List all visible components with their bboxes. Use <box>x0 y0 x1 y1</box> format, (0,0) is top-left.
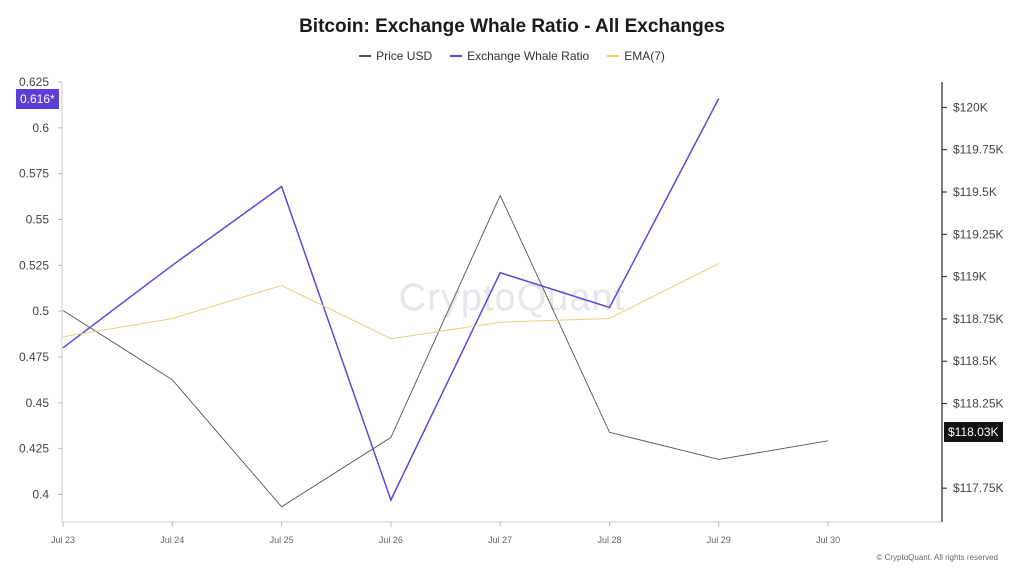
current-price-badge: $118.03K <box>944 422 1003 442</box>
right-tick-label: $119.5K <box>953 185 997 199</box>
right-tick-label: $119.25K <box>953 227 1004 241</box>
price-line <box>62 194 829 508</box>
x-tick-label: Jul 25 <box>270 535 294 545</box>
legend-label-price: Price USD <box>376 49 433 63</box>
x-tick-label: Jul 30 <box>816 535 840 545</box>
left-tick-label: 0.5 <box>32 304 49 318</box>
x-tick-label: Jul 26 <box>379 535 403 545</box>
x-tick-label: Jul 23 <box>51 535 75 545</box>
legend-swatch-price <box>359 55 372 57</box>
right-tick-label: $118.75K <box>953 312 1004 326</box>
right-tick-label: $118.5K <box>953 354 997 368</box>
watermark: CryptoQuant <box>398 277 626 319</box>
left-tick-label: 0.625 <box>19 75 49 89</box>
chart-title: Bitcoin: Exchange Whale Ratio - All Exch… <box>299 16 725 37</box>
legend-label-ema: EMA(7) <box>624 49 665 63</box>
left-tick-label: 0.4 <box>32 488 49 502</box>
right-tick-label: $119K <box>953 270 987 284</box>
legend-swatch-whale-ratio <box>450 55 463 57</box>
current-ratio-badge: 0.616* <box>16 89 59 109</box>
right-tick-label: $117.75K <box>953 481 1004 495</box>
right-tick-label: $119.75K <box>953 143 1004 157</box>
legend-swatch-ema <box>607 55 620 57</box>
legend-item-whale-ratio[interactable]: Exchange Whale Ratio <box>450 49 589 63</box>
left-tick-label: 0.575 <box>19 167 49 181</box>
whale-ratio-line <box>62 98 720 502</box>
x-tick-label: Jul 29 <box>707 535 731 545</box>
left-tick-label: 0.475 <box>19 350 49 364</box>
left-tick-label: 0.6 <box>32 121 49 135</box>
x-tick-label: Jul 24 <box>160 535 184 545</box>
copyright: © CryptoQuant. All rights reserved <box>876 553 999 562</box>
left-tick-label: 0.55 <box>26 213 50 227</box>
x-tick-label: Jul 27 <box>488 535 512 545</box>
legend-label-whale-ratio: Exchange Whale Ratio <box>467 49 590 63</box>
left-tick-label: 0.525 <box>19 258 49 272</box>
right-tick-label: $118.25K <box>953 397 1004 411</box>
right-tick-label: $120K <box>953 100 988 114</box>
legend-item-price[interactable]: Price USD <box>359 49 432 63</box>
legend: Price USD Exchange Whale Ratio EMA(7) <box>0 49 1024 63</box>
x-tick-label: Jul 28 <box>597 535 621 545</box>
ema-line <box>62 263 720 340</box>
left-tick-label: 0.45 <box>26 396 50 410</box>
legend-item-ema[interactable]: EMA(7) <box>607 49 665 63</box>
left-tick-label: 0.425 <box>19 442 49 456</box>
